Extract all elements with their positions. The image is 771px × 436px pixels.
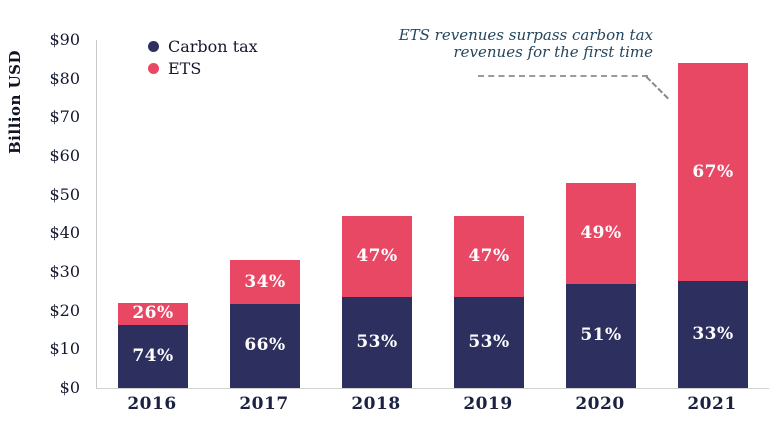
bar-segment-carbon-tax: 53%: [454, 296, 524, 388]
y-tick-label: $60: [49, 146, 80, 165]
bar-group-2021: 67% 33%: [657, 63, 769, 388]
percent-label: 51%: [580, 325, 622, 346]
legend-item-ets: ETS: [148, 59, 258, 78]
y-tick-label: $80: [49, 68, 80, 88]
percent-label: 74%: [132, 345, 174, 366]
x-tick-label: 2016: [127, 394, 177, 414]
annotation-line-1: ETS revenues surpass carbon tax: [398, 26, 653, 44]
x-tick-label: 2020: [575, 394, 625, 414]
percent-label: 67%: [692, 161, 734, 182]
bar-segment-ets: 67%: [678, 63, 748, 281]
percent-label: 66%: [244, 335, 286, 356]
bar-segment-ets: 34%: [230, 260, 300, 304]
y-tick-label: $90: [49, 30, 80, 49]
legend-label: Carbon tax: [168, 37, 258, 56]
percent-label: 33%: [692, 323, 734, 344]
bar-segment-ets: 49%: [566, 183, 636, 284]
legend-item-carbon-tax: Carbon tax: [148, 37, 258, 56]
plot-area: 26% 74% 34% 66% 47% 53% 47% 53% 49% 51% 67% 33%: [96, 40, 769, 389]
annotation-line-2: revenues for the first time: [453, 43, 653, 62]
bar-group-2017: 34% 66%: [209, 260, 321, 388]
bar-group-2020: 49% 51%: [545, 183, 657, 388]
annotation-dashed-line: [478, 75, 648, 77]
bar-segment-ets: 47%: [342, 215, 412, 297]
x-tick-label: 2017: [239, 394, 289, 414]
x-axis: 2016 2017 2018 2019 2020 2021: [96, 394, 768, 414]
percent-label: 49%: [580, 222, 622, 243]
ets-dot-icon: [148, 63, 159, 75]
y-tick-label: $70: [49, 107, 80, 127]
y-tick-label: $50: [49, 184, 80, 204]
carbon-tax-dot-icon: [148, 41, 159, 53]
percent-label: 53%: [468, 331, 510, 352]
bar-segment-carbon-tax: 53%: [342, 296, 412, 388]
y-tick-label: $10: [49, 339, 80, 359]
percent-label: 53%: [356, 331, 398, 352]
y-tick-label: $30: [49, 262, 80, 281]
bar-segment-carbon-tax: 74%: [118, 324, 188, 388]
bar-segment-ets: 47%: [454, 215, 524, 297]
bar-group-2019: 47% 53%: [433, 215, 545, 388]
bar-segment-ets: 26%: [118, 302, 188, 325]
bar-segment-carbon-tax: 33%: [678, 280, 748, 388]
x-tick-label: 2021: [687, 394, 737, 414]
bar-segment-carbon-tax: 51%: [566, 283, 636, 388]
x-tick-label: 2019: [463, 394, 513, 414]
y-axis: $0 $10 $20 $30 $40 $50 $60 $70 $80 $90: [0, 32, 88, 396]
legend: Carbon tax ETS: [148, 37, 258, 78]
percent-label: 47%: [468, 245, 510, 266]
percent-label: 34%: [244, 271, 286, 292]
bar-segment-carbon-tax: 66%: [230, 303, 300, 388]
percent-label: 26%: [132, 303, 174, 324]
annotation-text: ETS revenues surpass carbon tax revenues…: [398, 26, 653, 62]
y-tick-label: $20: [49, 300, 80, 320]
y-tick-label: $40: [49, 223, 80, 243]
bar-group-2016: 26% 74%: [97, 302, 209, 388]
percent-label: 47%: [356, 245, 398, 266]
bar-group-2018: 47% 53%: [321, 215, 433, 388]
legend-label: ETS: [168, 59, 202, 79]
x-tick-label: 2018: [351, 394, 401, 414]
y-tick-label: $0: [59, 378, 80, 397]
bars-row: 26% 74% 34% 66% 47% 53% 47% 53% 49% 51% 67% 33%: [97, 40, 769, 388]
